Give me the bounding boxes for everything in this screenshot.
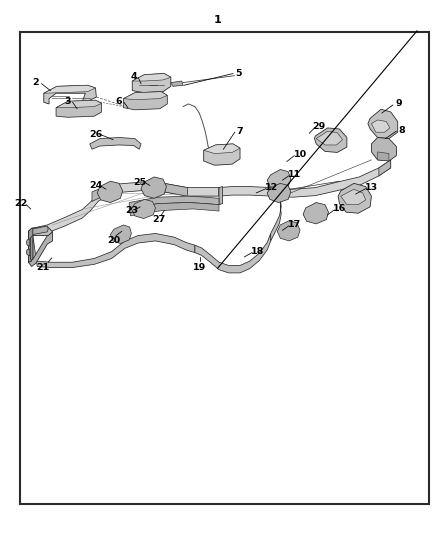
Polygon shape xyxy=(195,233,271,273)
Polygon shape xyxy=(110,225,131,244)
Text: 9: 9 xyxy=(395,100,402,108)
Polygon shape xyxy=(152,181,187,196)
Text: 2: 2 xyxy=(32,78,39,87)
Polygon shape xyxy=(267,169,291,190)
Polygon shape xyxy=(379,160,391,176)
Polygon shape xyxy=(219,160,391,197)
Text: 25: 25 xyxy=(134,178,147,187)
Text: 6: 6 xyxy=(116,97,123,106)
Text: 19: 19 xyxy=(193,263,206,272)
Polygon shape xyxy=(132,74,171,81)
Text: 21: 21 xyxy=(36,263,49,272)
Polygon shape xyxy=(141,177,166,198)
Polygon shape xyxy=(277,221,300,241)
Polygon shape xyxy=(56,100,102,108)
Polygon shape xyxy=(90,138,141,149)
Text: 5: 5 xyxy=(236,69,242,78)
Polygon shape xyxy=(56,100,102,117)
Text: 8: 8 xyxy=(399,126,406,134)
Polygon shape xyxy=(204,144,240,154)
Text: 27: 27 xyxy=(152,215,165,224)
Polygon shape xyxy=(129,196,219,209)
Polygon shape xyxy=(28,232,53,266)
Polygon shape xyxy=(378,152,389,161)
Polygon shape xyxy=(316,131,343,145)
Text: 22: 22 xyxy=(14,199,28,208)
Polygon shape xyxy=(371,138,396,161)
Text: 11: 11 xyxy=(288,171,301,179)
Polygon shape xyxy=(368,109,398,139)
Text: 13: 13 xyxy=(365,183,378,192)
Polygon shape xyxy=(26,249,30,256)
Polygon shape xyxy=(131,199,155,219)
Text: 4: 4 xyxy=(130,72,137,81)
Polygon shape xyxy=(97,181,123,203)
Polygon shape xyxy=(44,85,95,93)
Polygon shape xyxy=(26,239,30,246)
Text: 26: 26 xyxy=(89,130,102,139)
Polygon shape xyxy=(28,228,33,262)
Polygon shape xyxy=(33,181,219,236)
Polygon shape xyxy=(28,227,53,236)
Polygon shape xyxy=(28,228,33,262)
Text: 24: 24 xyxy=(89,181,102,190)
Polygon shape xyxy=(124,92,167,100)
Text: 18: 18 xyxy=(251,247,264,256)
Polygon shape xyxy=(132,74,171,93)
Text: 16: 16 xyxy=(333,205,346,213)
Polygon shape xyxy=(271,197,281,241)
Bar xyxy=(20,32,429,504)
Polygon shape xyxy=(129,203,219,216)
Polygon shape xyxy=(171,81,183,86)
Text: 1: 1 xyxy=(214,15,222,25)
Text: 23: 23 xyxy=(125,206,138,215)
Polygon shape xyxy=(204,144,240,165)
Polygon shape xyxy=(44,85,96,104)
Polygon shape xyxy=(338,183,371,213)
Text: 17: 17 xyxy=(288,221,301,229)
Polygon shape xyxy=(124,92,167,110)
Text: 10: 10 xyxy=(293,150,307,159)
Polygon shape xyxy=(303,203,328,224)
Polygon shape xyxy=(33,233,195,268)
Polygon shape xyxy=(341,189,366,205)
Text: 12: 12 xyxy=(265,183,278,192)
Text: 7: 7 xyxy=(237,127,244,135)
Polygon shape xyxy=(267,183,291,203)
Polygon shape xyxy=(219,187,223,205)
Polygon shape xyxy=(371,120,390,132)
Polygon shape xyxy=(314,128,347,152)
Text: 20: 20 xyxy=(107,237,120,245)
Text: 3: 3 xyxy=(65,97,71,106)
Text: 29: 29 xyxy=(312,123,325,131)
Polygon shape xyxy=(32,226,48,235)
Polygon shape xyxy=(92,182,113,201)
